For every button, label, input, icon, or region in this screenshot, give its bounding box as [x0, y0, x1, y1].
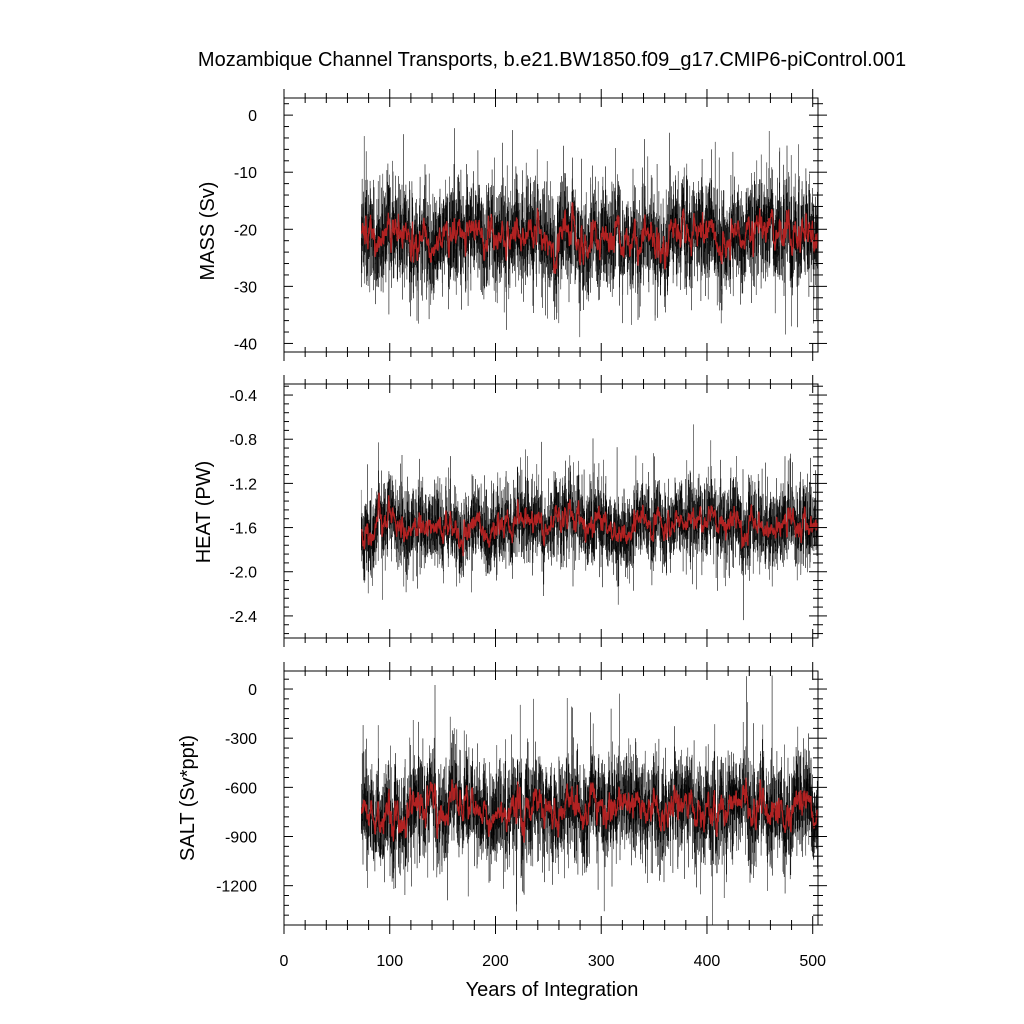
- panel-heat: -0.4 -0.8 -1.2 -1.6 -2.0 -2.4 HEAT (PW): [193, 375, 827, 647]
- mass-y-tick-label: 0: [248, 108, 257, 125]
- panel-salt: 0 -300 -600 -900 -1200 0 100 200 300 400 500 SALT …: [177, 662, 827, 970]
- x-tick-label: 100: [376, 953, 403, 970]
- mass-y-tick-label: -10: [234, 165, 257, 182]
- mass-y-axis-label: MASS (Sv): [197, 182, 219, 281]
- heat-plot-area: -0.4 -0.8 -1.2 -1.6 -2.0 -2.4: [229, 375, 827, 647]
- salt-y-axis-label: SALT (Sv*ppt): [177, 735, 199, 861]
- mass-plot-area: 0 -10 -20 -30 -40: [234, 89, 827, 361]
- salt-y-tick-label: -300: [225, 731, 257, 748]
- salt-y-tick-label: 0: [248, 682, 257, 699]
- heat-y-tick-label: -2.4: [229, 609, 257, 626]
- heat-y-tick-label: -0.8: [229, 432, 257, 449]
- x-tick-label: 400: [694, 953, 721, 970]
- salt-annual-mean-series-line: [361, 777, 819, 843]
- heat-plot-frame: [283, 383, 819, 639]
- mass-y-tick-label: -40: [234, 336, 257, 353]
- heat-annual-mean-series-line: [361, 492, 819, 557]
- mass-y-tick-label: -20: [234, 222, 257, 239]
- panel-mass: 0 -10 -20 -30 -40 MASS (Sv): [197, 89, 827, 361]
- heat-y-tick-label: -1.2: [229, 476, 257, 493]
- salt-y-tick-label: -600: [225, 780, 257, 797]
- mass-y-tick-label: -30: [234, 279, 257, 296]
- heat-y-tick-label: -0.4: [229, 388, 257, 405]
- x-tick-label: 0: [280, 953, 289, 970]
- x-axis-label: Years of Integration: [466, 979, 639, 1001]
- x-tick-label: 300: [588, 953, 615, 970]
- x-tick-label: 500: [799, 953, 826, 970]
- salt-plot-frame: [283, 670, 819, 926]
- mass-monthly-series-line: [360, 128, 819, 338]
- mass-plot-frame: [283, 97, 819, 353]
- mass-annual-mean-series-line: [361, 202, 819, 274]
- chart-title: Mozambique Channel Transports, b.e21.BW1…: [198, 49, 906, 71]
- heat-y-axis-label: HEAT (PW): [193, 461, 215, 564]
- salt-y-tick-label: -900: [225, 830, 257, 847]
- salt-y-tick-label: -1200: [216, 879, 257, 896]
- heat-y-tick-label: -1.6: [229, 521, 257, 538]
- x-tick-label: 200: [482, 953, 509, 970]
- salt-plot-area: 0 -300 -600 -900 -1200 0 100 200 300 400 500: [216, 662, 827, 970]
- heat-y-tick-label: -2.0: [229, 565, 257, 582]
